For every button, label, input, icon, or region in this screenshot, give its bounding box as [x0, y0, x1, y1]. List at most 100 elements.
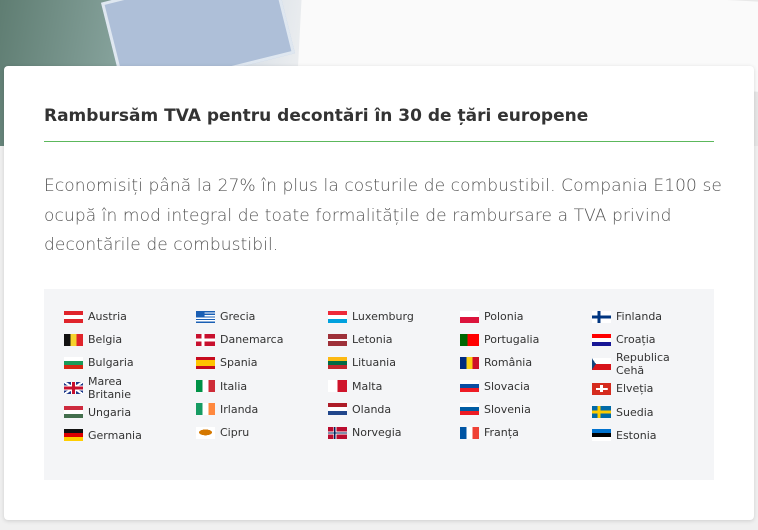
flag-icon [460, 403, 479, 416]
flag-icon [64, 429, 83, 442]
flag-icon [592, 358, 611, 371]
flag-icon [196, 333, 215, 346]
country-name: Polonia [484, 310, 524, 324]
flag-icon [460, 426, 479, 439]
flag-icon [460, 380, 479, 393]
country-item: Republica Cehă [592, 351, 720, 377]
country-item: Polonia [460, 305, 588, 328]
flag-icon [64, 406, 83, 419]
flag-icon [64, 310, 83, 323]
country-name: Norvegia [352, 426, 402, 440]
country-name: Letonia [352, 333, 393, 347]
country-item: Franța [460, 421, 588, 444]
country-name: Grecia [220, 310, 256, 324]
country-column: Luxemburg Letonia Lituania Malta Olanda Norve… [328, 305, 456, 444]
country-item: Belgia [64, 328, 192, 351]
country-name: Estonia [616, 428, 657, 442]
flag-icon [328, 403, 347, 416]
flag-icon [328, 380, 347, 393]
card-title: Rambursăm TVA pentru decontări în 30 de … [44, 106, 589, 126]
country-item: Luxemburg [328, 305, 456, 328]
country-item: Bulgaria [64, 351, 192, 374]
flag-icon [196, 426, 215, 439]
country-name: Lituania [352, 356, 396, 370]
country-item: Cipru [196, 421, 324, 444]
country-item: România [460, 351, 588, 374]
card-text: Economisiți până la 27% în plus la costu… [44, 176, 722, 255]
country-name: Slovenia [484, 402, 531, 416]
country-item: Slovacia [460, 375, 588, 398]
country-name: Suedia [616, 405, 654, 419]
flag-icon [64, 356, 83, 369]
flag-icon [328, 426, 347, 439]
country-item: Norvegia [328, 421, 456, 444]
country-item: Germania [64, 424, 192, 447]
country-item: Slovenia [460, 398, 588, 421]
country-name: Franța [484, 426, 519, 440]
country-item: Lituania [328, 351, 456, 374]
country-name: Bulgaria [88, 356, 134, 370]
country-item: Finlanda [592, 305, 720, 328]
flag-icon [64, 333, 83, 346]
flag-icon [196, 310, 215, 323]
country-name: Republica Cehă [616, 351, 670, 378]
flag-icon [592, 333, 611, 346]
country-name: Ungaria [88, 405, 132, 419]
flag-icon [328, 310, 347, 323]
country-name: Portugalia [484, 333, 540, 347]
flag-icon [460, 356, 479, 369]
country-item: Elveția [592, 377, 720, 400]
country-item: Danemarca [196, 328, 324, 351]
country-name: Finlanda [616, 310, 663, 324]
flag-icon [328, 333, 347, 346]
flag-icon [592, 406, 611, 419]
country-name: Italia [220, 379, 248, 393]
country-column: Austria Belgia Bulgaria Marea Britanie Ungar… [64, 305, 192, 447]
country-name: Marea Britanie [88, 374, 131, 401]
country-name: Olanda [352, 402, 392, 416]
country-name: Germania [88, 428, 142, 442]
country-name: Cipru [220, 426, 250, 440]
country-item: Malta [328, 375, 456, 398]
country-name: Luxemburg [352, 310, 414, 324]
country-name: Spania [220, 356, 258, 370]
flag-icon [64, 381, 83, 394]
country-name: Danemarca [220, 333, 284, 347]
country-item: Grecia [196, 305, 324, 328]
country-item: Marea Britanie [64, 375, 192, 401]
flag-icon [460, 333, 479, 346]
country-name: Malta [352, 379, 383, 393]
country-name: Belgia [88, 333, 123, 347]
country-column: Grecia Danemarca Spania Italia Irlanda Cipru [196, 305, 324, 444]
country-item: Letonia [328, 328, 456, 351]
country-column: Finlanda Croația Republica Cehă Elveția Sued… [592, 305, 720, 447]
country-name: Croația [616, 333, 656, 347]
flag-icon [196, 403, 215, 416]
card: Rambursăm TVA pentru decontări în 30 de … [4, 66, 754, 520]
flag-icon [196, 380, 215, 393]
flag-icon [328, 356, 347, 369]
country-item: Estonia [592, 424, 720, 447]
flag-icon [592, 310, 611, 323]
country-list: Austria Belgia Bulgaria Marea Britanie Ungar… [44, 289, 714, 480]
flag-icon [592, 382, 611, 395]
country-column: Polonia Portugalia România Slovacia Slovenia… [460, 305, 588, 444]
country-name: Elveția [616, 382, 654, 396]
country-item: Olanda [328, 398, 456, 421]
divider [44, 141, 714, 142]
flag-icon [196, 356, 215, 369]
country-item: Italia [196, 375, 324, 398]
country-item: Austria [64, 305, 192, 328]
country-name: România [484, 356, 533, 370]
flag-icon [460, 310, 479, 323]
country-item: Portugalia [460, 328, 588, 351]
country-name: Irlanda [220, 402, 259, 416]
country-item: Spania [196, 351, 324, 374]
country-item: Suedia [592, 401, 720, 424]
country-item: Ungaria [64, 401, 192, 424]
country-item: Croația [592, 328, 720, 351]
country-item: Irlanda [196, 398, 324, 421]
country-name: Austria [88, 310, 127, 324]
